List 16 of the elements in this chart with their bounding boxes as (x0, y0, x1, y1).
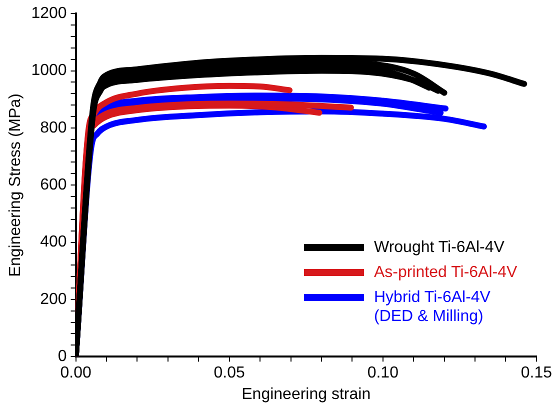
y-tick-label: 600 (40, 176, 67, 194)
legend-label: Hybrid Ti-6Al-4V (DED & Milling) (374, 288, 492, 326)
x-tick-label: 0.05 (214, 364, 246, 382)
y-tick-label: 400 (40, 234, 67, 251)
y-tick-label: 200 (40, 290, 67, 308)
x-tick-label: 0.00 (60, 364, 92, 382)
x-axis-title: Engineering strain (242, 386, 371, 403)
y-axis-title: Engineering Stress (MPa) (7, 94, 24, 277)
legend-label: As-printed Ti-6Al-4V (374, 263, 518, 282)
legend-label: Wrought Ti-6Al-4V (374, 238, 504, 257)
y-tick-label: 0 (58, 348, 67, 366)
y-tick-label: 1000 (31, 62, 67, 80)
x-tick-label: 0.10 (367, 364, 399, 382)
y-tick-label: 1200 (31, 5, 67, 22)
x-tick-label: 0.15 (520, 364, 552, 382)
y-tick-label: 800 (40, 119, 67, 136)
